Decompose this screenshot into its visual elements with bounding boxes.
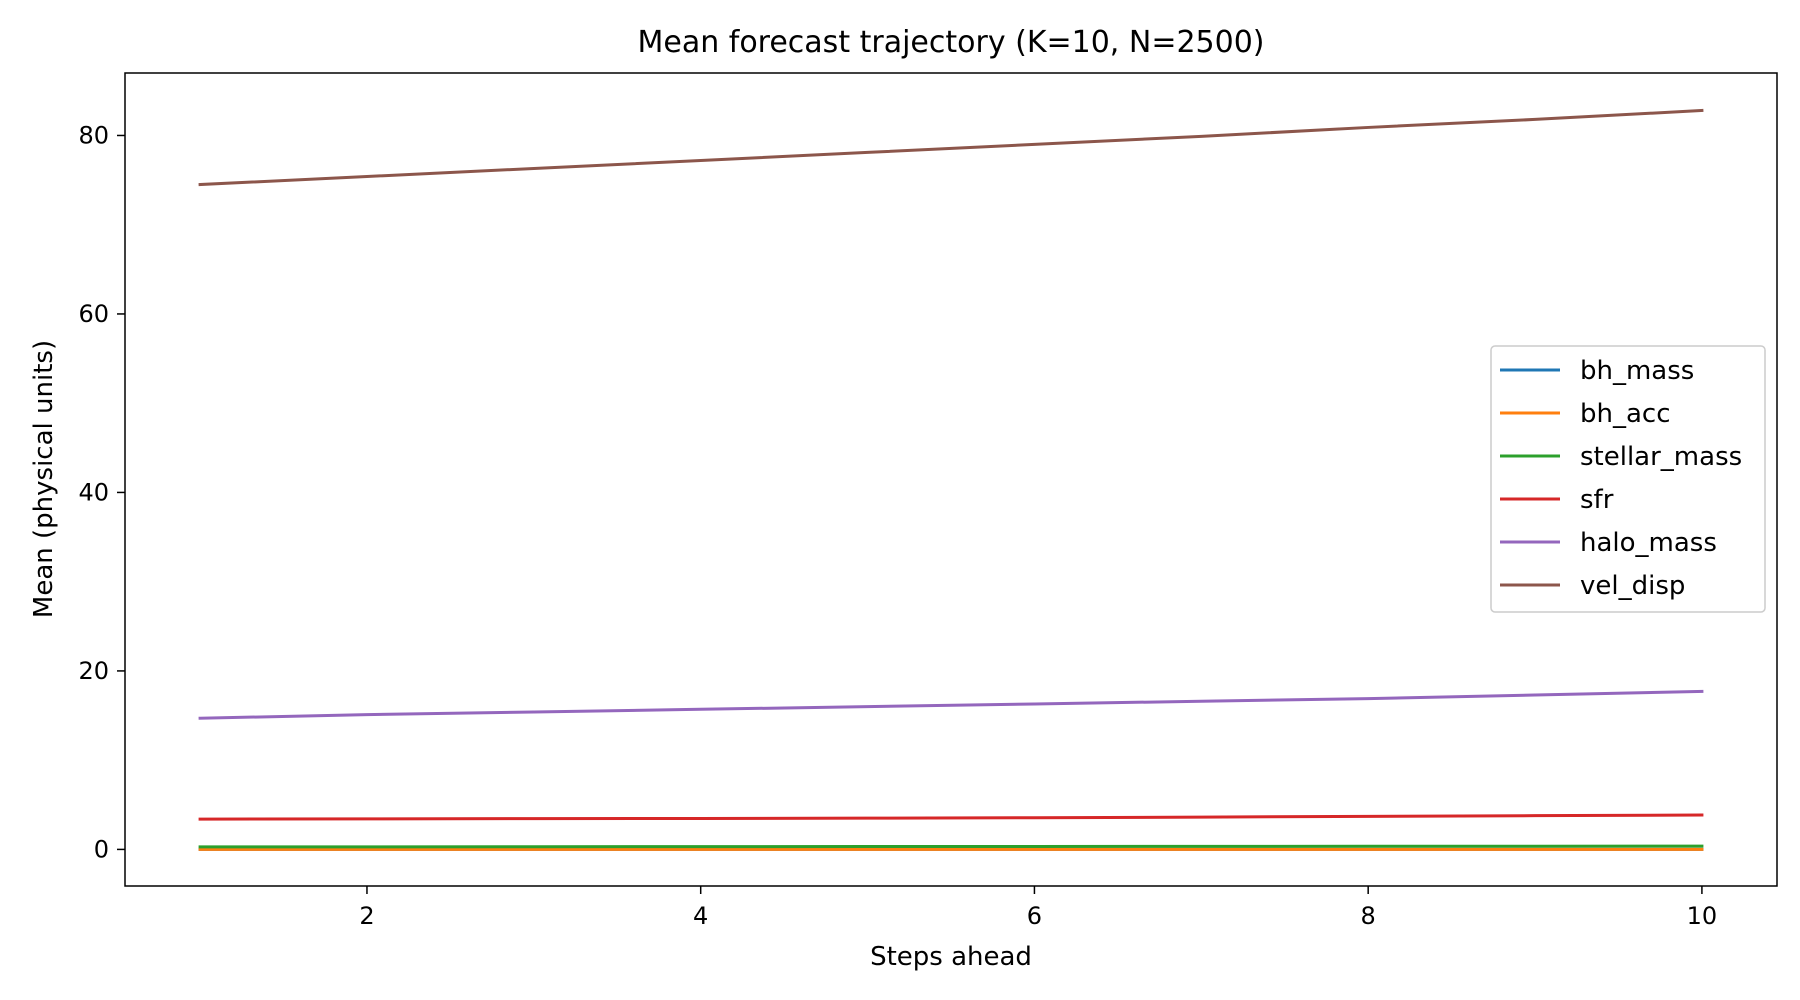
x-tick-label-8: 8 <box>1361 902 1376 930</box>
x-tick-label-10: 10 <box>1687 902 1718 930</box>
y-tick-label-60: 60 <box>78 300 109 328</box>
plot-layer <box>198 108 1704 851</box>
y-tick-label-40: 40 <box>78 478 109 506</box>
series-line-stellar-mass <box>198 844 1704 849</box>
series-line-sfr <box>198 813 1704 821</box>
x-axis-label: Steps ahead <box>870 942 1032 972</box>
chart-title: Mean forecast trajectory (K=10, N=2500) <box>637 25 1264 60</box>
legend-label-stellar-mass: stellar_mass <box>1580 442 1742 472</box>
series-line-halo-mass <box>198 689 1704 720</box>
y-axis-ticks: 0 20 40 60 80 <box>78 121 125 863</box>
x-axis-ticks: 2 4 6 8 10 <box>359 886 1717 930</box>
y-tick-label-80: 80 <box>78 121 109 149</box>
legend-label-halo-mass: halo_mass <box>1580 528 1717 558</box>
legend-label-sfr: sfr <box>1580 485 1614 515</box>
y-tick-label-20: 20 <box>78 657 109 685</box>
y-axis-label: Mean (physical units) <box>29 340 59 618</box>
legend-label-bh-acc: bh_acc <box>1580 399 1671 429</box>
x-tick-label-4: 4 <box>693 902 708 930</box>
legend-label-vel-disp: vel_disp <box>1580 571 1685 601</box>
plot-frame <box>124 72 1778 887</box>
series-line-vel-disp <box>198 108 1704 187</box>
x-tick-label-2: 2 <box>359 902 374 930</box>
x-tick-label-6: 6 <box>1027 902 1042 930</box>
legend-label-bh-mass: bh_mass <box>1580 356 1694 386</box>
y-tick-label-0: 0 <box>94 835 109 863</box>
